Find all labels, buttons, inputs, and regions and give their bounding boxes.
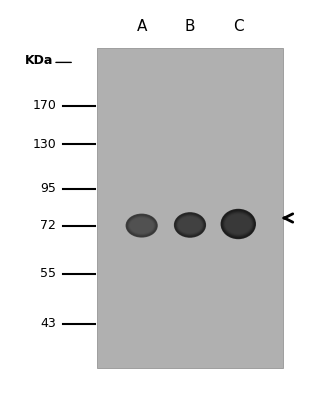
Ellipse shape [177,216,203,234]
Text: 130: 130 [33,138,56,150]
Ellipse shape [224,212,253,235]
Ellipse shape [221,210,255,238]
Ellipse shape [223,211,254,237]
Ellipse shape [176,215,204,235]
Text: 43: 43 [41,317,56,330]
Ellipse shape [177,215,203,234]
Text: KDa: KDa [25,54,53,67]
Ellipse shape [221,209,256,239]
Ellipse shape [175,213,205,237]
Text: 72: 72 [41,219,56,232]
Text: B: B [185,19,195,34]
Ellipse shape [176,214,204,236]
Ellipse shape [224,226,252,234]
Ellipse shape [128,216,155,235]
Text: 95: 95 [41,182,56,195]
Ellipse shape [178,217,202,233]
Ellipse shape [222,210,255,238]
Ellipse shape [128,215,156,236]
Ellipse shape [174,212,206,238]
Text: A: A [137,19,147,34]
Ellipse shape [177,227,203,235]
Ellipse shape [129,217,154,234]
Text: 55: 55 [40,267,56,280]
Ellipse shape [126,214,157,237]
Text: 170: 170 [33,99,56,112]
Ellipse shape [126,214,158,238]
Ellipse shape [130,218,154,233]
Ellipse shape [225,214,251,234]
Ellipse shape [224,213,252,235]
Ellipse shape [127,215,156,236]
Text: C: C [233,19,243,34]
FancyBboxPatch shape [97,48,283,368]
Ellipse shape [223,212,253,236]
Ellipse shape [129,227,155,235]
Ellipse shape [128,216,155,234]
Ellipse shape [175,214,205,236]
